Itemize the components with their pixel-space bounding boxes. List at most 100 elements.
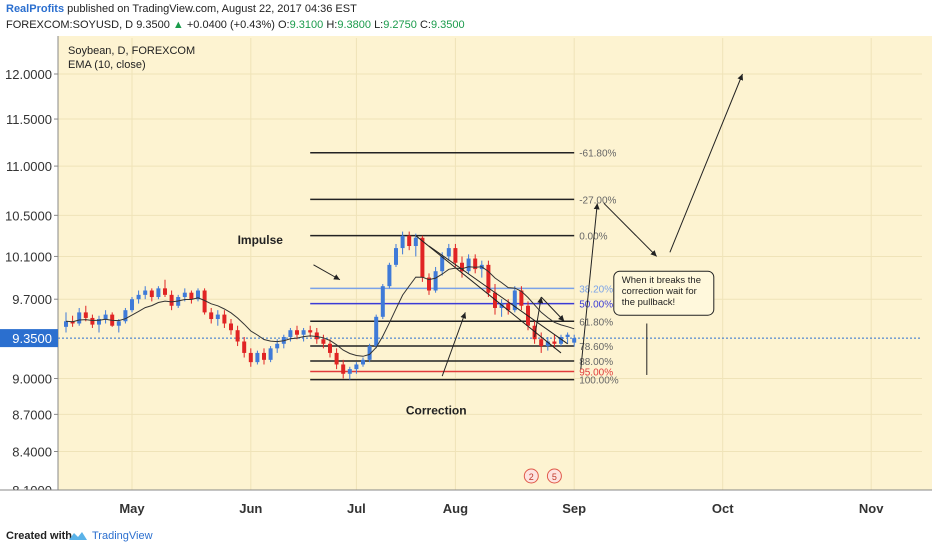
candle-body <box>97 319 101 325</box>
y-tick-label: 8.4000 <box>12 445 52 460</box>
price-chart[interactable]: -61.80%-27.00%0.00%38.20%50.00%61.80%78.… <box>0 36 932 522</box>
scenario-arrow-retest <box>603 202 658 257</box>
candle-body <box>235 330 240 342</box>
candle-body <box>413 237 418 247</box>
footer: Created with TradingView <box>0 522 932 550</box>
last-price-tag <box>0 329 58 348</box>
candle-body <box>400 235 405 249</box>
event-badge-label: 2 <box>529 472 534 482</box>
candle-body <box>143 290 148 295</box>
callout-box <box>613 270 715 316</box>
candle-body <box>380 286 385 317</box>
event-badge[interactable] <box>546 468 562 484</box>
candle-body <box>446 248 451 257</box>
price-change: +0.0400 (+0.43%) <box>186 19 275 31</box>
candle-body <box>427 277 431 291</box>
correction-label: Correction <box>406 403 467 417</box>
low-label: L: <box>374 19 384 31</box>
candle-body <box>367 346 372 360</box>
candle-body <box>301 330 306 335</box>
drawings: Impulse Correction When it breaks the corre… <box>238 73 744 484</box>
candle-body <box>123 310 128 322</box>
candle-body <box>334 352 339 365</box>
x-tick-label: Jun <box>239 501 262 516</box>
candle-body <box>169 294 174 306</box>
candle-body <box>262 352 266 360</box>
high-label: H: <box>326 19 338 31</box>
change-up-icon: ▲ <box>172 19 184 31</box>
candle-body <box>255 352 260 363</box>
candle-body <box>552 341 557 344</box>
ema-polyline <box>65 266 575 357</box>
tradingview-logo-icon <box>68 530 88 545</box>
candle-body <box>314 332 319 340</box>
candle-body <box>559 336 563 344</box>
candle-body <box>182 292 187 298</box>
candle-body <box>215 314 220 320</box>
candle-body <box>163 288 167 295</box>
candle-body <box>460 262 464 272</box>
candle-body <box>103 314 108 320</box>
fib-level-label: 100.00% <box>579 376 619 387</box>
fib-level-label: 50.00% <box>579 300 613 311</box>
candle-body <box>196 290 200 300</box>
publisher-name[interactable]: RealProfits <box>6 3 65 15</box>
impulse-label: Impulse <box>238 233 284 247</box>
event-badge-label: 5 <box>552 472 557 482</box>
low-value: 9.2750 <box>383 19 417 31</box>
candle-body <box>572 338 577 343</box>
last-price-tag-label: 9.3500 <box>12 331 52 346</box>
y-tick-label: 10.1000 <box>5 249 52 264</box>
close-value: 9.3500 <box>430 19 465 31</box>
y-tick-label: 8.7000 <box>12 407 52 422</box>
last-price: 9.3500 <box>136 19 170 31</box>
candle-body <box>229 323 233 331</box>
candle-body <box>90 317 95 325</box>
candle-body <box>374 316 379 347</box>
candle-body <box>328 343 332 353</box>
candle-body <box>116 321 121 326</box>
candle-body <box>486 264 491 293</box>
ema-line <box>65 266 575 357</box>
fib-level-label: 88.00% <box>579 357 613 368</box>
legend-indicator: EMA (10, close) <box>68 59 146 71</box>
candle-body <box>209 312 214 320</box>
candle-body <box>407 235 412 247</box>
x-tick-label: Sep <box>562 501 586 516</box>
correction-arrow <box>441 312 467 377</box>
candle-body <box>361 359 365 365</box>
candle-body <box>512 290 517 311</box>
candle-body <box>70 321 75 324</box>
fib-level-label: -61.80% <box>579 149 616 160</box>
tradingview-link[interactable]: TradingView <box>92 530 153 542</box>
trend-line <box>415 235 562 354</box>
y-tick-label: 11.5000 <box>6 112 52 127</box>
y-tick-label: 12.0000 <box>5 67 52 82</box>
legend-title: Soybean, D, FOREXCOM <box>68 45 195 57</box>
candle-body <box>77 312 82 324</box>
candles <box>64 231 577 380</box>
candle-body <box>565 334 570 337</box>
candle-body <box>519 290 524 306</box>
candle-body <box>156 288 161 298</box>
candle-body <box>354 364 359 370</box>
candle-body <box>130 299 134 311</box>
close-label: C: <box>419 19 431 31</box>
event-badge[interactable] <box>523 468 539 484</box>
y-axis-panel <box>0 36 58 504</box>
candle-body <box>64 321 68 327</box>
chart-legend: Soybean, D, FOREXCOM EMA (10, close) <box>68 45 195 71</box>
created-with-label: Created with <box>6 530 73 542</box>
candle-body <box>347 369 352 374</box>
candle-body <box>532 325 537 340</box>
published-text: published on TradingView.com, August 22,… <box>67 3 357 15</box>
symbol-label: FOREXCOM:SOYUSD, D <box>6 19 134 31</box>
high-value: 9.3800 <box>337 19 371 31</box>
axes: 12.0000 11.5000 11.0000 10.5000 10.1000 9.700… <box>0 36 932 522</box>
chart-background <box>0 36 932 522</box>
candle-body <box>149 290 154 298</box>
candle-body <box>453 248 458 263</box>
x-tick-label: Nov <box>859 501 884 516</box>
impulse-arrow <box>313 264 341 281</box>
candle-body <box>466 258 471 272</box>
